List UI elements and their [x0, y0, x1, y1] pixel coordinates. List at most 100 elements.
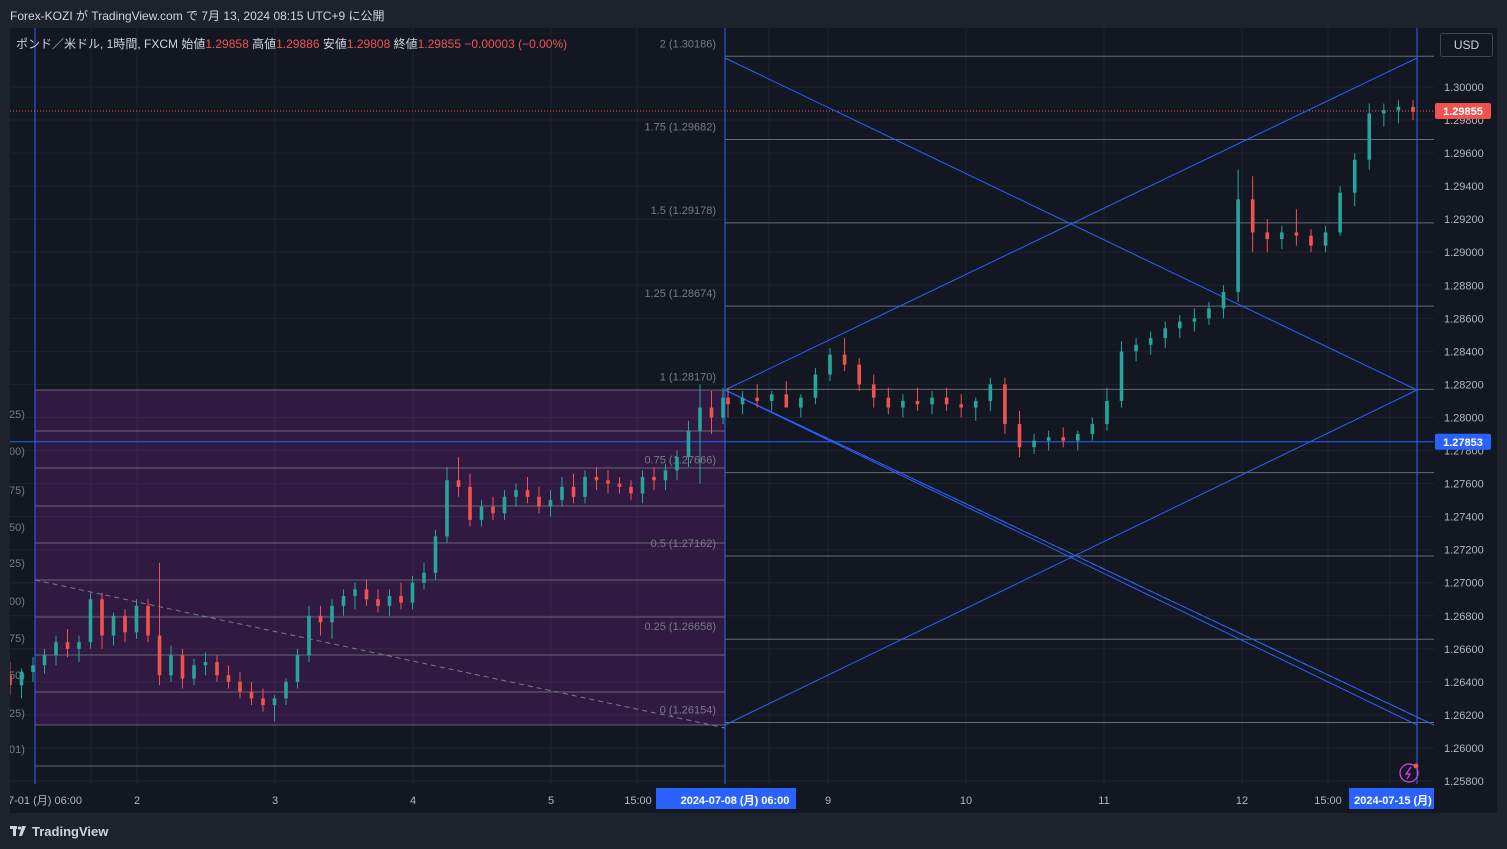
fib-right-label-2: 1.5 (1.29178): [651, 205, 716, 217]
candle-a-body-54: [629, 486, 633, 494]
price-tick-10: 1.28000: [1444, 412, 1484, 424]
candle-b-body-14: [930, 397, 934, 405]
candle-a-body-12: [146, 605, 150, 636]
candle-a-body-31: [364, 589, 369, 600]
candle-a-body-24: [284, 681, 288, 699]
fib-zone-left: [35, 390, 725, 725]
time-tick-11: 15:00: [1314, 795, 1342, 807]
price-tick-14: 1.27200: [1444, 545, 1484, 557]
price-tick-4: 1.29200: [1444, 214, 1484, 226]
candle-a-body-13: [157, 635, 162, 676]
candle-a-body-32: [376, 599, 380, 606]
close-label: 終値: [393, 37, 418, 51]
candle-b-body-23: [1061, 437, 1066, 441]
time-tick-12: 2024-07-15 (月): [1354, 794, 1432, 807]
candle-a-body-36: [422, 572, 426, 583]
candle-b-body-16: [959, 404, 963, 408]
candle-b-body-33: [1207, 308, 1211, 319]
change-value: −0.00003 (−0.00%): [464, 37, 568, 51]
candle-a-body-51: [594, 476, 599, 481]
time-tick-4: 5: [548, 795, 554, 807]
lightning-bolt: [1404, 766, 1412, 780]
time-tick-0: 7-01 (月) 06:00: [10, 795, 82, 807]
candle-a-body-57: [663, 470, 668, 481]
time-tick-5: 15:00: [624, 795, 652, 807]
fib-right-label-3: 1.25 (1.28674): [644, 288, 716, 300]
candle-b-body-15: [944, 397, 949, 405]
price-axis-canvas[interactable]: 1.300001.298001.296001.294001.292001.290…: [1434, 28, 1497, 813]
open-label: 始値: [181, 37, 206, 51]
price-tick-3: 1.29400: [1444, 181, 1484, 193]
price-axis[interactable]: 1.30000 1.29800 1.29600 1.29400 1.29200 1.290…: [1434, 28, 1497, 813]
candle-a-body-15: [180, 655, 185, 679]
high-value: 1.29886: [276, 37, 320, 51]
lightning-icon: [1399, 763, 1419, 783]
candle-b-body-28: [1134, 344, 1138, 352]
fib-left-label-9: 01): [10, 744, 25, 756]
candle-b-body-6: [813, 374, 818, 398]
price-tick-5: 1.29000: [1444, 247, 1484, 259]
candle-a-body-5: [65, 642, 70, 649]
fib-right-label-4: 1 (1.28170): [660, 371, 716, 383]
fib-left-label-5: 00): [10, 596, 25, 608]
fib-left-label-8: 25): [10, 708, 25, 720]
time-tag-bg-6: [656, 788, 796, 809]
candle-a-body-47: [548, 500, 553, 507]
candle-a-body-1: [19, 671, 24, 686]
fib-right-label-5: 0.75 (1.27666): [644, 455, 716, 467]
candle-b-body-47: [1411, 106, 1415, 112]
candle-a-body-25: [295, 655, 300, 682]
chart-canvas[interactable]: 25)00)75)50)25)00)75)50)25)01)2 (1.30186…: [10, 28, 1434, 784]
candle-b-body-41: [1323, 232, 1328, 246]
price-tick-6: 1.28800: [1444, 280, 1484, 292]
price-tick-21: 1.25800: [1444, 776, 1484, 788]
candle-a-body-7: [88, 599, 93, 643]
time-tick-8: 10: [960, 795, 972, 807]
price-tick-17: 1.26600: [1444, 644, 1484, 656]
candle-a-body-8: [100, 599, 104, 636]
current-price-label: 1.29855: [1443, 106, 1483, 118]
time-tick-7: 9: [825, 795, 831, 807]
candle-a-body-4: [54, 642, 58, 656]
fib-right-label-6: 0.5 (1.27162): [651, 538, 716, 550]
candle-a-body-49: [571, 486, 576, 497]
low-label: 安値: [322, 37, 347, 51]
price-tick-19: 1.26200: [1444, 710, 1484, 722]
candle-b-body-42: [1338, 192, 1342, 233]
candle-a-body-6: [77, 642, 81, 649]
footer-bar: TradingView: [0, 813, 1507, 849]
candle-b-body-1: [740, 397, 745, 405]
chart-pane[interactable]: 25) 00) 75) 50) 25) 00) 75) 50) 25) 01) 2 (1.30186…: [10, 28, 1434, 784]
fib-right-label-0: 2 (1.30186): [660, 38, 716, 50]
candle-b-body-12: [901, 400, 905, 408]
candle-a-body-52: [606, 480, 610, 484]
candle-a-body-40: [468, 486, 472, 520]
fib-left-label-0: 25): [10, 409, 25, 421]
publish-bar: Forex-KOZI が TradingView.com で 7月 13, 20…: [0, 0, 1507, 28]
candle-b-body-10: [871, 384, 876, 398]
candle-b-body-13: [915, 400, 920, 405]
time-axis-canvas[interactable]: 7-01 (月) 06:00 2 3 4 5 15:00 2024-07-08 (月) 06…: [8, 784, 1434, 813]
candle-a-body-9: [111, 615, 116, 636]
candle-b-body-46: [1396, 106, 1401, 111]
currency-button[interactable]: USD: [1440, 33, 1493, 57]
candle-b-body-2: [755, 397, 759, 401]
candle-b-body-31: [1178, 321, 1182, 329]
candle-a-body-34: [399, 595, 403, 603]
candle-a-body-22: [261, 698, 265, 705]
price-tick-7: 1.28600: [1444, 313, 1484, 325]
candle-b-body-36: [1250, 199, 1255, 233]
fib-right-label-7: 0.25 (1.26658): [644, 621, 716, 633]
candle-b-body-34: [1221, 291, 1226, 309]
time-axis[interactable]: 7-01 (月) 06:00 2 3 4 5 15:00 2024-07-08 (月) 06…: [8, 784, 1434, 813]
candle-a-body-41: [479, 506, 484, 520]
tradingview-logo[interactable]: TradingView: [10, 824, 108, 839]
candle-b-body-37: [1265, 232, 1270, 240]
publisher-text: Forex-KOZI が TradingView.com で 7月 13, 20…: [10, 9, 385, 23]
tv-logo-icon: [10, 824, 28, 839]
candle-b-body-27: [1119, 351, 1124, 401]
candle-a-body-60: [698, 407, 702, 431]
candle-b-body-5: [799, 397, 803, 408]
candle-b-body-11: [886, 397, 891, 408]
current-price-tag: [1435, 102, 1491, 119]
